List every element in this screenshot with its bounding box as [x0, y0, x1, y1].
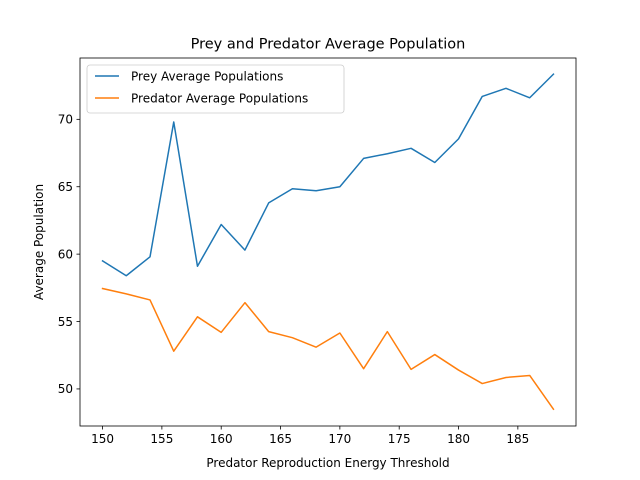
y-tick-label: 65: [58, 180, 73, 194]
y-tick-label: 50: [58, 382, 73, 396]
y-tick-label: 70: [58, 113, 73, 127]
y-axis-label: Average Population: [32, 184, 46, 300]
x-tick-label: 165: [269, 432, 292, 446]
x-tick-label: 150: [91, 432, 114, 446]
x-tick-label: 175: [388, 432, 411, 446]
y-tick-label: 55: [58, 315, 73, 329]
x-tick-label: 170: [328, 432, 351, 446]
y-tick-label: 60: [58, 247, 73, 261]
x-axis-label: Predator Reproduction Energy Threshold: [206, 456, 449, 470]
x-tick-label: 155: [150, 432, 173, 446]
legend: Prey Average Populations Predator Averag…: [87, 65, 344, 113]
legend-predator-label: Predator Average Populations: [131, 92, 308, 106]
chart-title: Prey and Predator Average Population: [191, 37, 466, 53]
x-tick-label: 180: [447, 432, 470, 446]
legend-prey-label: Prey Average Populations: [131, 70, 283, 84]
x-tick-label: 185: [506, 432, 529, 446]
x-tick-label: 160: [210, 432, 233, 446]
